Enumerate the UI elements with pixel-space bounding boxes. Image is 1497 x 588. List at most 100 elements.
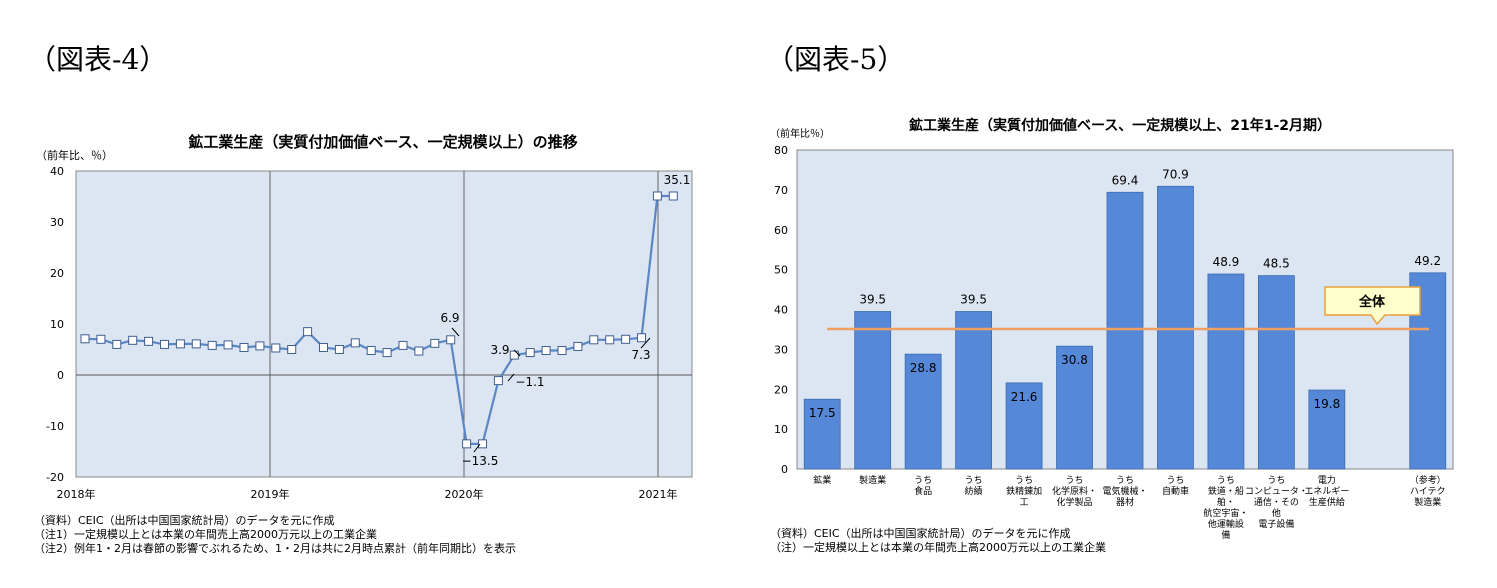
chart1-data-point bbox=[509, 350, 519, 360]
chart1-data-point bbox=[382, 348, 392, 358]
chart2-category-label: 通信・その bbox=[1254, 496, 1299, 508]
chart1-data-point bbox=[414, 346, 424, 356]
chart2-category-label: 航空宇宙・ bbox=[1203, 507, 1248, 519]
chart2-category-label: （参考） bbox=[1410, 474, 1446, 486]
chart1-data-label: 35.1 bbox=[664, 173, 691, 187]
chart2-value-label: 49.2 bbox=[1414, 254, 1441, 268]
chart1-x-tick-label: 2019年 bbox=[251, 487, 290, 501]
chart2-bar bbox=[1207, 273, 1245, 470]
chart2-reference-label: 全体 bbox=[1358, 294, 1386, 310]
chart1-data-point bbox=[239, 342, 249, 352]
chart2-bar bbox=[904, 353, 942, 470]
chart2-value-label: 48.9 bbox=[1213, 255, 1240, 269]
chart2-note-1: （資料）CEIC（出所は中国国家統計局）のデータを元に作成 bbox=[770, 527, 1071, 540]
chart2-reference-callout bbox=[1324, 286, 1421, 326]
chart1-note-1: （資料）CEIC（出所は中国国家統計局）のデータを元に作成 bbox=[34, 514, 335, 527]
chart2-bar bbox=[1308, 389, 1346, 470]
chart1-data-point bbox=[493, 376, 503, 386]
chart1-x-tick-label: 2020年 bbox=[445, 487, 484, 501]
chart2-category-label: 電力 bbox=[1318, 474, 1336, 486]
chart2-value-label: 30.8 bbox=[1061, 353, 1088, 367]
chart1-data-label: 7.3 bbox=[631, 348, 650, 362]
chart1-data-point bbox=[430, 338, 440, 348]
chart2-category-label: 食品 bbox=[914, 485, 932, 497]
chart2-category-label: うち bbox=[914, 475, 932, 486]
chart1-data-point bbox=[478, 439, 487, 449]
chart1-note-2: （注1）一定規模以上とは本業の年間売上高2000万元以上の工業企業 bbox=[34, 528, 377, 541]
chart2-value-label: 70.9 bbox=[1162, 167, 1189, 181]
chart1-data-label: −13.5 bbox=[462, 454, 499, 468]
chart2-category-label: うち bbox=[1267, 475, 1285, 486]
chart1-data-point bbox=[652, 191, 662, 201]
chart2-category-label: 鉄道・船 bbox=[1208, 485, 1244, 497]
chart2-category-label: 紡績 bbox=[965, 485, 983, 497]
chart2-category-label: うち bbox=[1217, 475, 1235, 486]
chart1-data-point bbox=[128, 335, 138, 345]
chart1-data-point bbox=[398, 340, 408, 350]
chart2-category-label: 生産供給 bbox=[1309, 496, 1345, 508]
chart2-category-label: 鉱業 bbox=[813, 474, 831, 486]
chart2-bar bbox=[955, 311, 993, 470]
chart2-category-label: エネルギー bbox=[1304, 486, 1349, 497]
chart2-bar bbox=[1056, 345, 1093, 470]
chart2-y-tick-label: 60 bbox=[774, 224, 788, 237]
chart2-category-label: 他運輸設 bbox=[1208, 518, 1244, 530]
chart2-category-label: うち bbox=[965, 475, 983, 486]
chart1-data-point bbox=[303, 327, 313, 337]
chart1-data-point bbox=[319, 342, 328, 352]
chart2-value-label: 48.5 bbox=[1263, 257, 1290, 271]
chart1-data-point bbox=[589, 335, 599, 345]
chart2-value-label: 39.5 bbox=[859, 292, 886, 306]
chart2-y-tick-label: 10 bbox=[774, 423, 788, 436]
chart1-data-point bbox=[350, 338, 360, 348]
chart2-bar bbox=[1257, 275, 1295, 470]
chart2-y-tick-label: 0 bbox=[781, 463, 788, 476]
chart2-value-label: 17.5 bbox=[809, 406, 836, 420]
chart2-y-tick-label: 70 bbox=[774, 184, 788, 197]
chart1-data-point bbox=[334, 345, 344, 354]
chart1-data-point bbox=[668, 191, 678, 201]
chart1-data-point bbox=[271, 343, 281, 353]
chart1-data-point bbox=[366, 346, 376, 356]
chart2-note-2: （注）一定規模以上とは本業の年間売上高2000万元以上の工業企業 bbox=[770, 541, 1106, 554]
chart1-data-point bbox=[462, 439, 472, 449]
chart1-data-point bbox=[191, 339, 201, 349]
chart1-data-point bbox=[175, 339, 185, 349]
chart2-y-tick-label: 40 bbox=[774, 304, 788, 317]
chart2-category-label: 鉄精錬加 bbox=[1006, 485, 1042, 497]
chart2-y-axis-label: （前年比％） bbox=[770, 127, 830, 140]
chart1-y-tick-label: -10 bbox=[46, 420, 64, 433]
chart1-title: 鉱工業生産（実質付加価値ベース、一定規模以上）の推移 bbox=[188, 133, 577, 151]
chart1-data-point bbox=[525, 348, 535, 358]
chart1-data-point bbox=[637, 333, 646, 343]
chart1-data-point bbox=[112, 339, 122, 349]
chart1-y-tick-label: -20 bbox=[46, 471, 64, 484]
chart1-y-tick-label: 0 bbox=[57, 369, 64, 382]
chart1-data-point bbox=[287, 345, 297, 354]
chart1-data-label-leader bbox=[513, 349, 521, 357]
chart1-data-point bbox=[207, 340, 217, 350]
chart1-y-axis-label: （前年比、％） bbox=[36, 148, 113, 162]
chart2-category-label: 化学原料・ bbox=[1052, 485, 1097, 497]
chart1-x-tick-label: 2018年 bbox=[57, 487, 96, 501]
chart1-data-point bbox=[255, 341, 265, 351]
chart1-data-point bbox=[446, 335, 456, 345]
chart2-category-label: 工 bbox=[1020, 498, 1029, 508]
chart1-data-point bbox=[96, 334, 106, 344]
chart1-plot-area bbox=[75, 170, 693, 478]
chart1-data-label-leader bbox=[473, 443, 481, 453]
chart1-data-label: 3.9 bbox=[490, 343, 509, 357]
chart1-y-tick-label: 10 bbox=[50, 318, 64, 331]
chart2-category-label: 器材 bbox=[1116, 496, 1134, 508]
chart1-data-point bbox=[160, 339, 169, 349]
chart1-data-label: 6.9 bbox=[440, 311, 459, 325]
chart2-category-label: 化学製品 bbox=[1057, 496, 1093, 508]
chart1-data-label-leader bbox=[507, 373, 515, 382]
chart2-category-label: うち bbox=[1015, 475, 1033, 486]
chart1-note-3: （注2）例年1・2月は春節の影響でぶれるため、1・2月は共に2月時点累計（前年同… bbox=[34, 542, 516, 555]
chart2-category-label: うち bbox=[1066, 475, 1084, 486]
chart2-value-label: 39.5 bbox=[960, 292, 987, 306]
chart2-bar bbox=[1005, 382, 1043, 470]
chart1-x-tick-label: 2021年 bbox=[639, 487, 678, 501]
